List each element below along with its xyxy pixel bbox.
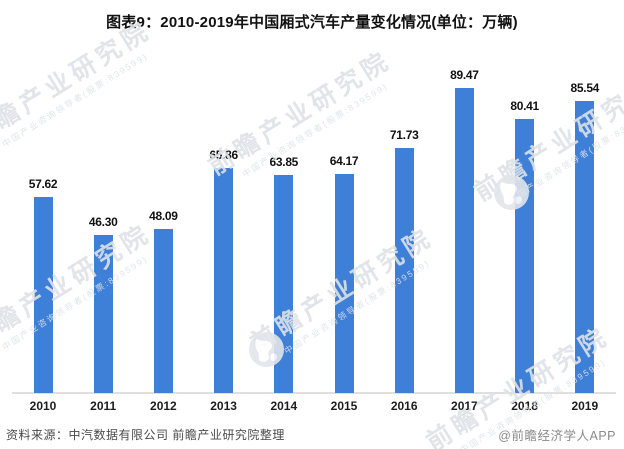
- bar-value-label-2019: 85.54: [570, 81, 600, 95]
- bar-column-2012: 48.09: [133, 209, 193, 393]
- app-credit: @前瞻经济学人APP: [498, 429, 616, 443]
- bar-column-2010: 57.62: [13, 177, 73, 393]
- watermark-text: 前瞻产业研究院: [0, 15, 157, 151]
- bar-2012: [153, 229, 173, 393]
- x-axis-line: [12, 392, 616, 394]
- watermark-slogan: 中国产业咨询领导者(股票:839599): [0, 50, 150, 150]
- bar-value-label-2011: 46.30: [88, 215, 118, 229]
- bar-column-2013: 65.86: [194, 148, 254, 393]
- x-tick-2013: 2013: [210, 399, 237, 413]
- bar-2014: [274, 175, 294, 393]
- x-tick-2014: 2014: [270, 399, 298, 413]
- bar-column-2015: 64.17: [314, 154, 374, 393]
- bar-value-label-2012: 48.09: [149, 209, 178, 223]
- bar-2013: [214, 168, 234, 393]
- bar-value-label-2013: 65.86: [209, 148, 238, 162]
- bar-column-2018: 80.41: [495, 99, 555, 393]
- x-tick-2016: 2016: [390, 399, 418, 413]
- bar-2019: [575, 101, 595, 393]
- bar-2016: [394, 148, 414, 393]
- bar-column-2011: 46.30: [73, 215, 133, 393]
- bar-column-2019: 85.54: [555, 81, 615, 393]
- x-tick-2017: 2017: [451, 399, 478, 413]
- x-tick-2010: 2010: [29, 399, 57, 413]
- source-note: 资料来源：中汽数据有限公司 前瞻产业研究院整理: [6, 428, 285, 442]
- bar-value-label-2017: 89.47: [450, 68, 479, 82]
- bar-value-label-2015: 64.17: [329, 154, 359, 168]
- bar-value-label-2016: 71.73: [389, 128, 419, 142]
- x-tick-2018: 2018: [511, 399, 538, 413]
- x-tick-2012: 2012: [150, 399, 177, 413]
- bar-2011: [93, 235, 113, 393]
- bar-2015: [334, 174, 354, 393]
- watermark: 前瞻产业研究院 中国产业咨询领导者(股票:839599): [0, 15, 167, 162]
- bar-2018: [515, 119, 535, 393]
- footer: 资料来源：中汽数据有限公司 前瞻产业研究院整理 @前瞻经济学人APP: [0, 425, 624, 444]
- x-tick-2011: 2011: [90, 399, 117, 413]
- chart-title: 图表9：2010-2019年中国厢式汽车产量变化情况(单位：万辆): [106, 14, 518, 31]
- x-tick-2015: 2015: [330, 399, 358, 413]
- bar-2017: [454, 88, 474, 393]
- x-tick-2019: 2019: [571, 399, 599, 413]
- bar-2010: [33, 197, 53, 393]
- bar-column-2016: 71.73: [374, 128, 434, 393]
- bar-column-2017: 89.47: [434, 68, 494, 393]
- bar-value-label-2018: 80.41: [510, 99, 539, 113]
- bar-value-label-2014: 63.85: [269, 155, 299, 169]
- bar-column-2014: 63.85: [254, 155, 314, 393]
- bar-value-label-2010: 57.62: [28, 177, 58, 191]
